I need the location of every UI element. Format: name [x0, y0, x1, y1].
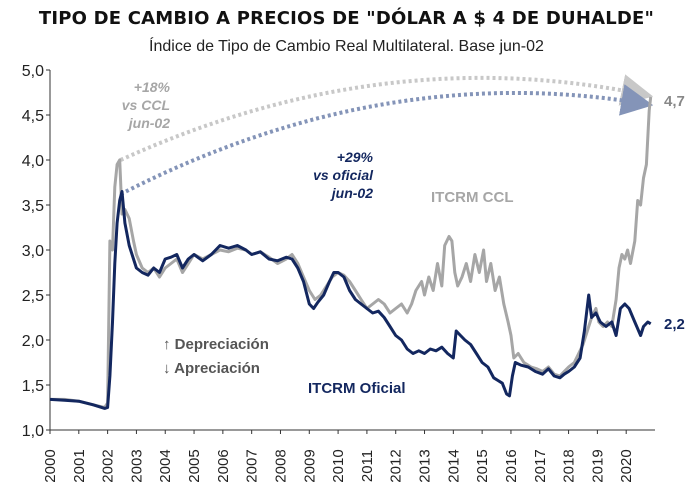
y-tick-label: 3,0: [22, 243, 44, 260]
y-tick-label: 2,0: [22, 333, 44, 350]
x-tick-label: 2013: [417, 449, 434, 482]
x-tick-label: 2007: [244, 449, 261, 482]
dotted-arrows: [119, 74, 654, 196]
series-lines: [49, 96, 653, 410]
series-label-oficial: ITCRM Oficial: [308, 380, 406, 397]
axes: 1,0 1,5 2,0 2,5 3,0 3,5 4,0 4,5 5,0 2000 2001 2002 2…: [22, 63, 655, 483]
depreciation-label: ↑ Depreciación: [163, 336, 269, 353]
arrow-oficial: [119, 84, 654, 196]
y-tick-label: 3,5: [22, 198, 44, 215]
x-tick-label: 2016: [503, 449, 520, 482]
y-tick-label: 5,0: [22, 63, 44, 80]
x-tick-label: 2001: [71, 449, 88, 482]
y-tick-label: 4,5: [22, 108, 44, 125]
x-tick-label: 2006: [215, 449, 232, 482]
chart-title: TIPO DE CAMBIO A PRECIOS DE "DÓLAR A $ 4…: [38, 8, 655, 29]
series-label-ccl: ITCRM CCL: [431, 189, 514, 206]
arrow-ccl: [119, 74, 654, 162]
annotation-oficial-line3: jun-02: [330, 185, 373, 201]
x-tick-label: 2019: [589, 449, 606, 482]
x-tick-label: 2018: [561, 449, 578, 482]
x-tick-label: 2010: [330, 449, 347, 482]
y-tick-label: 1,0: [22, 423, 44, 440]
end-value-ccl: 4,7: [664, 93, 685, 110]
y-tick-label: 2,5: [22, 288, 44, 305]
x-tick-label: 2015: [474, 449, 491, 482]
x-tick-label: 2000: [42, 449, 59, 482]
x-tick-label: 2002: [100, 449, 117, 482]
x-tick-label: 2011: [359, 450, 376, 482]
annotation-ccl: +18% vs CCL jun-02: [122, 79, 171, 131]
x-tick-label: 2012: [388, 449, 405, 482]
annotation-ccl-line3: jun-02: [127, 115, 170, 131]
x-tick-label: 2008: [272, 449, 289, 482]
y-tick-label: 1,5: [22, 378, 44, 395]
series-line-oficial: [49, 190, 652, 410]
annotation-ccl-line2: vs CCL: [122, 97, 170, 113]
x-tick-label: 2004: [157, 449, 174, 482]
annotation-ccl-line1: +18%: [134, 79, 171, 95]
series-line-ccl: [50, 96, 653, 409]
annotation-oficial-line1: +29%: [337, 149, 374, 165]
x-tick-label: 2009: [301, 449, 318, 482]
x-tick-label: 2005: [186, 449, 203, 482]
x-tick-label: 2014: [445, 449, 462, 482]
x-tick-label: 2003: [128, 449, 145, 482]
chart-subtitle: Índice de Tipo de Cambio Real Multilater…: [149, 38, 544, 55]
annotation-oficial: +29% vs oficial jun-02: [313, 149, 374, 201]
appreciation-label: ↓ Apreciación: [163, 360, 260, 377]
y-tick-label: 4,0: [22, 153, 44, 170]
annotation-oficial-line2: vs oficial: [313, 167, 374, 183]
end-value-oficial: 2,2: [664, 316, 685, 333]
x-tick-label: 2017: [532, 449, 549, 482]
x-tick-label: 2020: [618, 449, 635, 482]
